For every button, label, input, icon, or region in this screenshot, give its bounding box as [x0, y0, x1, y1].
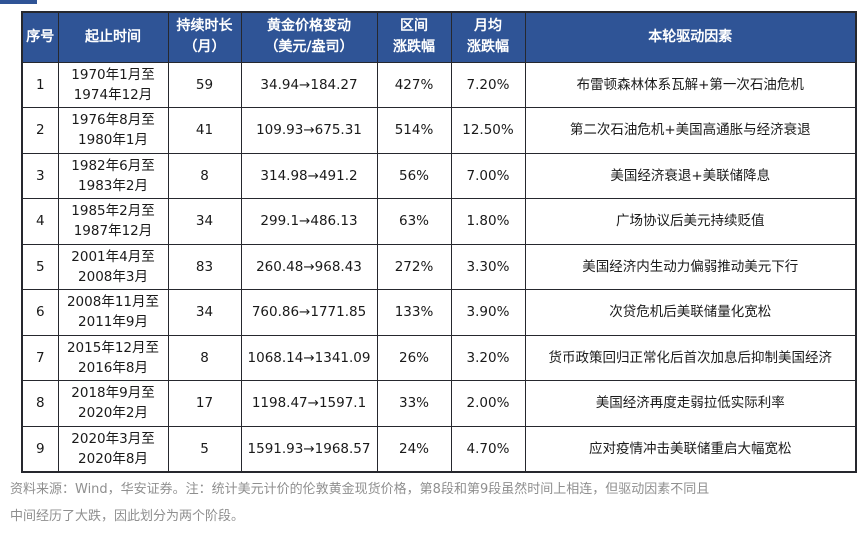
table-cell-col2: 34: [167, 289, 242, 336]
table-row: 8 2018年9月至 2020年2月 17 1198.47→1597.1 33% 2.00…: [21, 380, 857, 427]
table-cell-col3: 109.93→675.31: [240, 107, 378, 154]
table-cell-col1: 1982年6月至 1983年2月: [57, 152, 169, 199]
column-header-1: 起止时间: [57, 11, 169, 63]
table-cell-col5: 3.90%: [450, 289, 526, 336]
table-cell-col0: 4: [21, 198, 59, 245]
table-cell-col3: 314.98→491.2: [240, 152, 378, 199]
table-cell-col3: 34.94→184.27: [240, 61, 378, 108]
column-header-6: 本轮驱动因素: [524, 11, 857, 63]
table-row: 5 2001年4月至 2008年3月 83 260.48→968.43 272% 3.30…: [21, 243, 857, 290]
table-cell-col6: 布雷顿森林体系瓦解+第一次石油危机: [524, 61, 857, 108]
table-cell-col6: 次贷危机后美联储量化宽松: [524, 289, 857, 336]
table-cell-col2: 8: [167, 334, 242, 381]
table-cell-col0: 9: [21, 425, 59, 473]
table-cell-col1: 1970年1月至 1974年12月: [57, 61, 169, 108]
column-header-5: 月均 涨跌幅: [450, 11, 526, 63]
table-cell-col6: 货币政策回归正常化后首次加息后抑制美国经济: [524, 334, 857, 381]
table-row: 7 2015年12月至 2016年8月 8 1068.14→1341.09 26% 3.2…: [21, 334, 857, 381]
column-header-4: 区间 涨跌幅: [376, 11, 452, 63]
table-cell-col4: 427%: [376, 61, 452, 108]
table-cell-col2: 41: [167, 107, 242, 154]
table-cell-col1: 2008年11月至 2011年9月: [57, 289, 169, 336]
table-cell-col3: 1591.93→1968.57: [240, 425, 378, 473]
table-cell-col5: 12.50%: [450, 107, 526, 154]
table-row: 4 1985年2月至 1987年12月 34 299.1→486.13 63% 1.80%…: [21, 198, 857, 245]
table-cell-col6: 美国经济衰退+美联储降息: [524, 152, 857, 199]
table-cell-col5: 3.20%: [450, 334, 526, 381]
column-header-0: 序号: [21, 11, 59, 63]
table-cell-col1: 1985年2月至 1987年12月: [57, 198, 169, 245]
table-cell-col4: 272%: [376, 243, 452, 290]
table-cell-col6: 广场协议后美元持续贬值: [524, 198, 857, 245]
table-cell-col0: 8: [21, 380, 59, 427]
table-cell-col2: 17: [167, 380, 242, 427]
gold-bull-markets-table: 序号 起止时间 持续时长 （月） 黄金价格变动 （美元/盎司） 区间 涨跌幅 月均 涨跌幅…: [21, 11, 857, 473]
table-cell-col3: 1198.47→1597.1: [240, 380, 378, 427]
table-cell-col1: 2018年9月至 2020年2月: [57, 380, 169, 427]
table-row: 9 2020年3月至 2020年8月 5 1591.93→1968.57 24% 4.70…: [21, 425, 857, 473]
table-cell-col2: 59: [167, 61, 242, 108]
table-cell-col4: 24%: [376, 425, 452, 473]
table-cell-col0: 1: [21, 61, 59, 108]
table-cell-col1: 2020年3月至 2020年8月: [57, 425, 169, 473]
table-cell-col4: 133%: [376, 289, 452, 336]
table-cell-col1: 2015年12月至 2016年8月: [57, 334, 169, 381]
source-note: 资料来源：Wind，华安证券。注：统计美元计价的伦敦黄金现货价格，第8段和第9段…: [10, 476, 860, 530]
table-cell-col3: 299.1→486.13: [240, 198, 378, 245]
source-note-line2: 中间经历了大跌，因此划分为两个阶段。: [10, 509, 245, 524]
table-cell-col3: 1068.14→1341.09: [240, 334, 378, 381]
table-cell-col5: 2.00%: [450, 380, 526, 427]
column-header-3: 黄金价格变动 （美元/盎司）: [240, 11, 378, 63]
table-cell-col4: 63%: [376, 198, 452, 245]
table-cell-col6: 应对疫情冲击美联储重启大幅宽松: [524, 425, 857, 473]
table-body: 1 1970年1月至 1974年12月 59 34.94→184.27 427% 7.20…: [21, 61, 857, 473]
top-left-accent-bar: [0, 0, 37, 4]
table-cell-col2: 5: [167, 425, 242, 473]
table-cell-col0: 5: [21, 243, 59, 290]
table-cell-col4: 26%: [376, 334, 452, 381]
table-cell-col3: 260.48→968.43: [240, 243, 378, 290]
table-cell-col5: 7.20%: [450, 61, 526, 108]
table-cell-col5: 7.00%: [450, 152, 526, 199]
table-cell-col4: 56%: [376, 152, 452, 199]
table-row: 6 2008年11月至 2011年9月 34 760.86→1771.85 133% 3.…: [21, 289, 857, 336]
header-row: 序号 起止时间 持续时长 （月） 黄金价格变动 （美元/盎司） 区间 涨跌幅 月均 涨跌幅…: [21, 11, 857, 63]
column-header-2: 持续时长 （月）: [167, 11, 242, 63]
table-row: 2 1976年8月至 1980年1月 41 109.93→675.31 514% 12.5…: [21, 107, 857, 154]
table-cell-col5: 3.30%: [450, 243, 526, 290]
source-note-line1: 资料来源：Wind，华安证券。注：统计美元计价的伦敦黄金现货价格，第8段和第9段…: [10, 482, 710, 497]
table-cell-col3: 760.86→1771.85: [240, 289, 378, 336]
table-cell-col2: 8: [167, 152, 242, 199]
table-cell-col0: 3: [21, 152, 59, 199]
table-cell-col2: 34: [167, 198, 242, 245]
table-cell-col0: 7: [21, 334, 59, 381]
table-cell-col1: 1976年8月至 1980年1月: [57, 107, 169, 154]
table-cell-col0: 6: [21, 289, 59, 336]
table-row: 1 1970年1月至 1974年12月 59 34.94→184.27 427% 7.20…: [21, 61, 857, 108]
table-cell-col6: 第二次石油危机+美国高通胀与经济衰退: [524, 107, 857, 154]
table-cell-col2: 83: [167, 243, 242, 290]
table-cell-col5: 1.80%: [450, 198, 526, 245]
table-cell-col5: 4.70%: [450, 425, 526, 473]
table-row: 3 1982年6月至 1983年2月 8 314.98→491.2 56% 7.00% 美国…: [21, 152, 857, 199]
table-cell-col1: 2001年4月至 2008年3月: [57, 243, 169, 290]
table-cell-col4: 33%: [376, 380, 452, 427]
table-cell-col0: 2: [21, 107, 59, 154]
table-cell-col6: 美国经济再度走弱拉低实际利率: [524, 380, 857, 427]
table-cell-col4: 514%: [376, 107, 452, 154]
table-cell-col6: 美国经济内生动力偏弱推动美元下行: [524, 243, 857, 290]
